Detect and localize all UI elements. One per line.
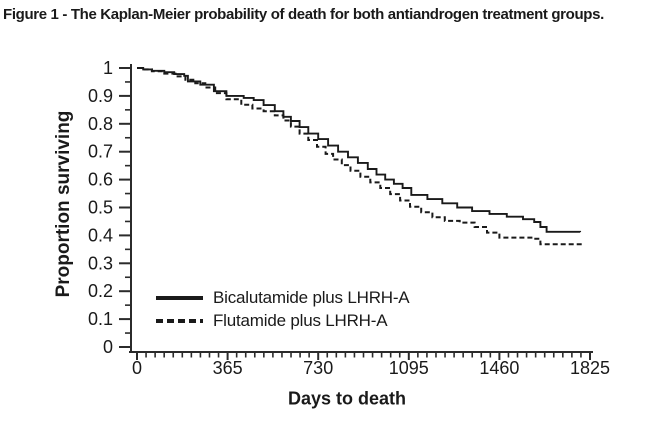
- y-tick-label: 0.2: [88, 281, 113, 301]
- y-tick-label: 0: [103, 337, 113, 357]
- y-tick-label: 0.9: [88, 86, 113, 106]
- x-tick-label: 1460: [479, 358, 519, 378]
- y-tick-label: 0.6: [88, 170, 113, 190]
- y-tick-label: 1: [103, 58, 113, 78]
- bicalutamide-curve: [137, 67, 582, 233]
- y-tick-label: 0.1: [88, 309, 113, 329]
- solid-line-swatch: [156, 295, 203, 300]
- x-tick-label: 730: [303, 358, 333, 378]
- legend: Bicalutamide plus LHRH-A Flutamide plus …: [156, 287, 410, 330]
- legend-item-bicalutamide: Bicalutamide plus LHRH-A: [156, 287, 410, 307]
- y-tick-label: 0.7: [88, 142, 113, 162]
- legend-item-flutamide: Flutamide plus LHRH-A: [156, 311, 409, 330]
- x-tick-label: 1825: [570, 358, 610, 378]
- y-axis-label: Proportion surviving: [53, 110, 74, 298]
- x-axis-label: Days to death: [287, 388, 407, 409]
- x-tick-label: 0: [132, 358, 142, 378]
- y-tick-label: 0.5: [88, 198, 113, 218]
- flutamide-curve: [137, 67, 583, 246]
- x-tick-label: 1095: [389, 358, 429, 378]
- y-tick-label: 0.4: [88, 225, 113, 245]
- y-tick-label: 0.8: [88, 114, 113, 134]
- legend-label-flutamide: Flutamide plus LHRH-A: [213, 310, 388, 330]
- legend-label-bicalutamide: Bicalutamide plus LHRH-A: [213, 287, 410, 307]
- dashed-line-swatch: [156, 318, 203, 323]
- x-tick-label: 365: [213, 358, 243, 378]
- y-tick-label: 0.3: [88, 253, 113, 273]
- figure-title: Figure 1 - The Kaplan-Meier probability …: [3, 6, 604, 23]
